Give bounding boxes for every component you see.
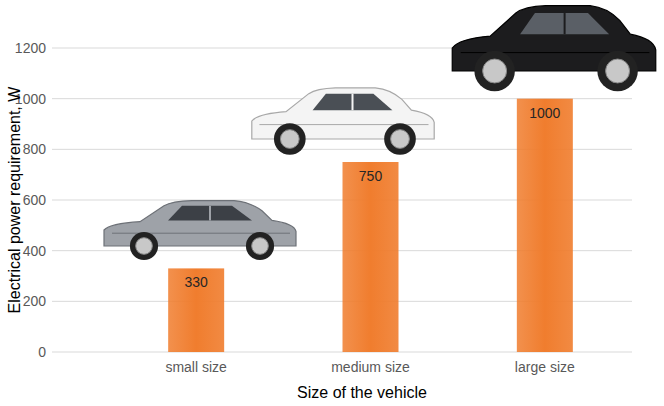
- car-pillar: [564, 13, 566, 34]
- y-tick-label: 600: [23, 192, 47, 208]
- car-rim: [606, 59, 630, 83]
- car-rim: [280, 130, 299, 149]
- y-tick-label: 0: [38, 344, 46, 360]
- bar: [517, 99, 573, 352]
- car-wheel: [246, 232, 274, 260]
- y-tick-label: 400: [23, 243, 47, 259]
- chart: 0 200 400 600 800 1000 1200 330 750 1000 small siz…: [0, 0, 664, 406]
- car-rim: [252, 238, 269, 255]
- x-axis-title: Size of the vehicle: [297, 384, 427, 401]
- car-pillar: [209, 206, 211, 221]
- data-labels: 330 750 1000: [184, 105, 560, 291]
- car-wheel: [597, 51, 637, 91]
- car-illustration: [252, 88, 434, 155]
- car-window: [520, 13, 609, 34]
- car-illustration: [452, 6, 656, 92]
- car-rim: [136, 238, 153, 255]
- y-tick-label: 800: [23, 141, 47, 157]
- car-rim: [483, 59, 507, 83]
- grid: [52, 48, 632, 352]
- car-pillar: [352, 94, 354, 111]
- car-rim: [391, 130, 410, 149]
- car-wheel: [274, 123, 306, 155]
- y-axis-title: Electrical power requirement, W: [6, 86, 23, 314]
- car-wheel: [384, 123, 416, 155]
- bar: [168, 268, 224, 352]
- y-tick-label: 1200: [15, 40, 46, 56]
- bars: [168, 99, 573, 352]
- bar: [343, 162, 399, 352]
- data-label: 1000: [529, 105, 560, 121]
- x-tick-label: large size: [515, 359, 575, 375]
- x-tick-label: small size: [165, 359, 227, 375]
- data-label: 750: [359, 168, 383, 184]
- car-window: [313, 94, 393, 111]
- car-window: [168, 206, 252, 221]
- car-wheel: [474, 51, 514, 91]
- y-tick-label: 200: [23, 293, 47, 309]
- x-tick-label: medium size: [331, 359, 410, 375]
- car-illustration: [104, 201, 296, 261]
- data-label: 330: [184, 274, 208, 290]
- car-wheel: [130, 232, 158, 260]
